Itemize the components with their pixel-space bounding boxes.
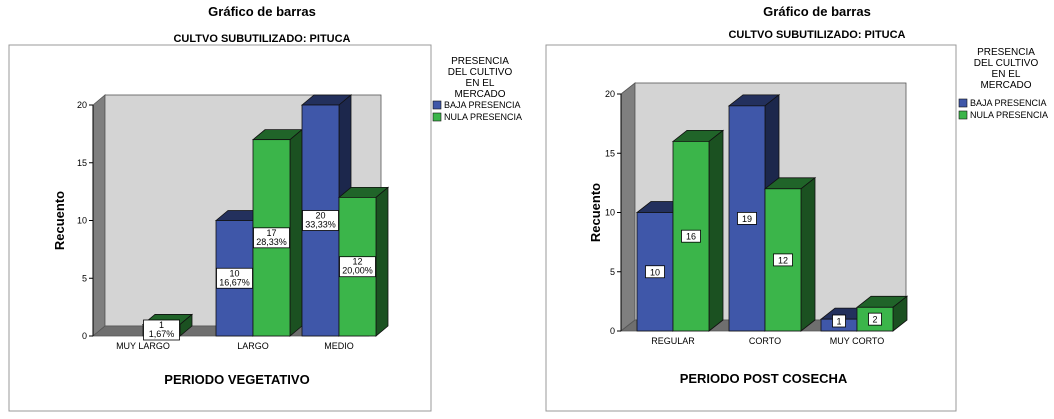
data-label-text: 2 xyxy=(872,315,877,325)
legend-title: MERCADO xyxy=(454,89,505,100)
legend-label: BAJA PRESENCIA xyxy=(970,98,1047,108)
data-label-text: 1,67% xyxy=(149,329,175,339)
legend-swatch xyxy=(432,112,442,122)
data-label: 16 xyxy=(681,229,701,243)
data-label: 10 xyxy=(645,265,665,279)
y-tick-label: 15 xyxy=(605,148,615,158)
left-wall xyxy=(92,94,106,337)
x-tick-label: MUY LARGO xyxy=(116,341,170,351)
y-tick-label: 0 xyxy=(82,331,87,341)
legend-title: PRESENCIA xyxy=(977,47,1035,58)
legend-swatch xyxy=(958,98,968,108)
data-label-box xyxy=(832,314,846,328)
data-label-text: 20 xyxy=(315,211,325,221)
legend-title: MERCADO xyxy=(980,80,1031,91)
x-axis-title: PERIODO VEGETATIVO xyxy=(164,372,309,387)
y-tick-label: 15 xyxy=(77,158,87,168)
data-label: 1 xyxy=(832,314,846,328)
x-axis-title: PERIODO POST COSECHA xyxy=(680,371,848,386)
x-tick-label: LARGO xyxy=(237,341,269,351)
data-label-box xyxy=(216,267,253,289)
chart-title: Gráfico de barras xyxy=(208,4,316,19)
x-tick-label: CORTO xyxy=(749,336,781,346)
legend-swatch xyxy=(432,100,442,110)
data-label-text: 1 xyxy=(159,320,164,330)
left-wall xyxy=(620,82,636,332)
data-label-text: 16,67% xyxy=(219,277,250,287)
y-tick-label: 20 xyxy=(605,89,615,99)
data-label-text: 12 xyxy=(352,257,362,267)
data-label-text: 19 xyxy=(742,214,752,224)
data-label-box xyxy=(253,227,290,249)
data-label-text: 1 xyxy=(836,317,841,327)
y-tick-label: 10 xyxy=(605,208,615,218)
data-label: 19 xyxy=(737,212,757,225)
x-tick-label: REGULAR xyxy=(651,336,695,346)
data-label-text: 10 xyxy=(229,268,239,278)
data-label-box xyxy=(143,319,180,341)
y-tick-label: 5 xyxy=(82,273,87,283)
data-label: 2 xyxy=(868,312,882,326)
x-tick-label: MUY CORTO xyxy=(830,336,885,346)
data-label-box xyxy=(773,253,793,267)
data-label-box xyxy=(302,210,339,231)
x-tick-label: MEDIO xyxy=(324,341,354,351)
chart-1: Gráfico de barras CULTVO SUBUTILIZADO: PI… xyxy=(8,4,522,412)
bar xyxy=(855,295,909,332)
data-label-box xyxy=(681,229,701,243)
bar-side xyxy=(375,186,389,337)
legend-label: BAJA PRESENCIA xyxy=(444,100,521,110)
data-label-text: 10 xyxy=(650,267,660,277)
legend-title: EN EL xyxy=(466,78,495,89)
data-label-text: 17 xyxy=(266,228,276,238)
data-label: 12 xyxy=(773,253,793,267)
y-tick-label: 5 xyxy=(610,267,615,277)
data-label-box xyxy=(339,256,376,278)
data-label-text: 20,00% xyxy=(342,266,373,276)
chart-subtitle: CULTVO SUBUTILIZADO: PITUCA xyxy=(728,29,905,41)
legend-label: NULA PRESENCIA xyxy=(444,112,522,122)
y-tick-label: 0 xyxy=(610,326,615,336)
legend-swatch xyxy=(958,110,968,120)
chart-subtitle: CULTVO SUBUTILIZADO: PITUCA xyxy=(173,33,350,45)
chart-title: Gráfico de barras xyxy=(763,4,871,19)
data-label-box xyxy=(868,312,882,326)
legend-title: DEL CULTIVO xyxy=(974,58,1039,69)
legend-label: NULA PRESENCIA xyxy=(970,110,1048,120)
legend-title: EN EL xyxy=(992,69,1021,80)
data-label: 11,67% xyxy=(143,319,180,341)
chart-2: Gráfico de barras CULTVO SUBUTILIZADO: PI… xyxy=(545,4,1048,412)
y-axis-title: Recuento xyxy=(588,183,603,242)
y-tick-label: 20 xyxy=(77,100,87,110)
data-label-box xyxy=(645,265,665,279)
y-axis-title: Recuento xyxy=(52,191,67,250)
data-label-text: 28,33% xyxy=(256,237,287,247)
y-tick-label: 10 xyxy=(77,216,87,226)
legend-title: DEL CULTIVO xyxy=(448,67,513,78)
data-label-text: 12 xyxy=(778,255,788,265)
data-label-text: 16 xyxy=(686,232,696,242)
bar-side xyxy=(800,176,816,332)
data-label-text: 33,33% xyxy=(305,220,336,230)
bar-side xyxy=(289,128,303,337)
data-label-box xyxy=(737,212,757,225)
legend-title: PRESENCIA xyxy=(451,56,509,67)
bar-side xyxy=(708,129,724,332)
